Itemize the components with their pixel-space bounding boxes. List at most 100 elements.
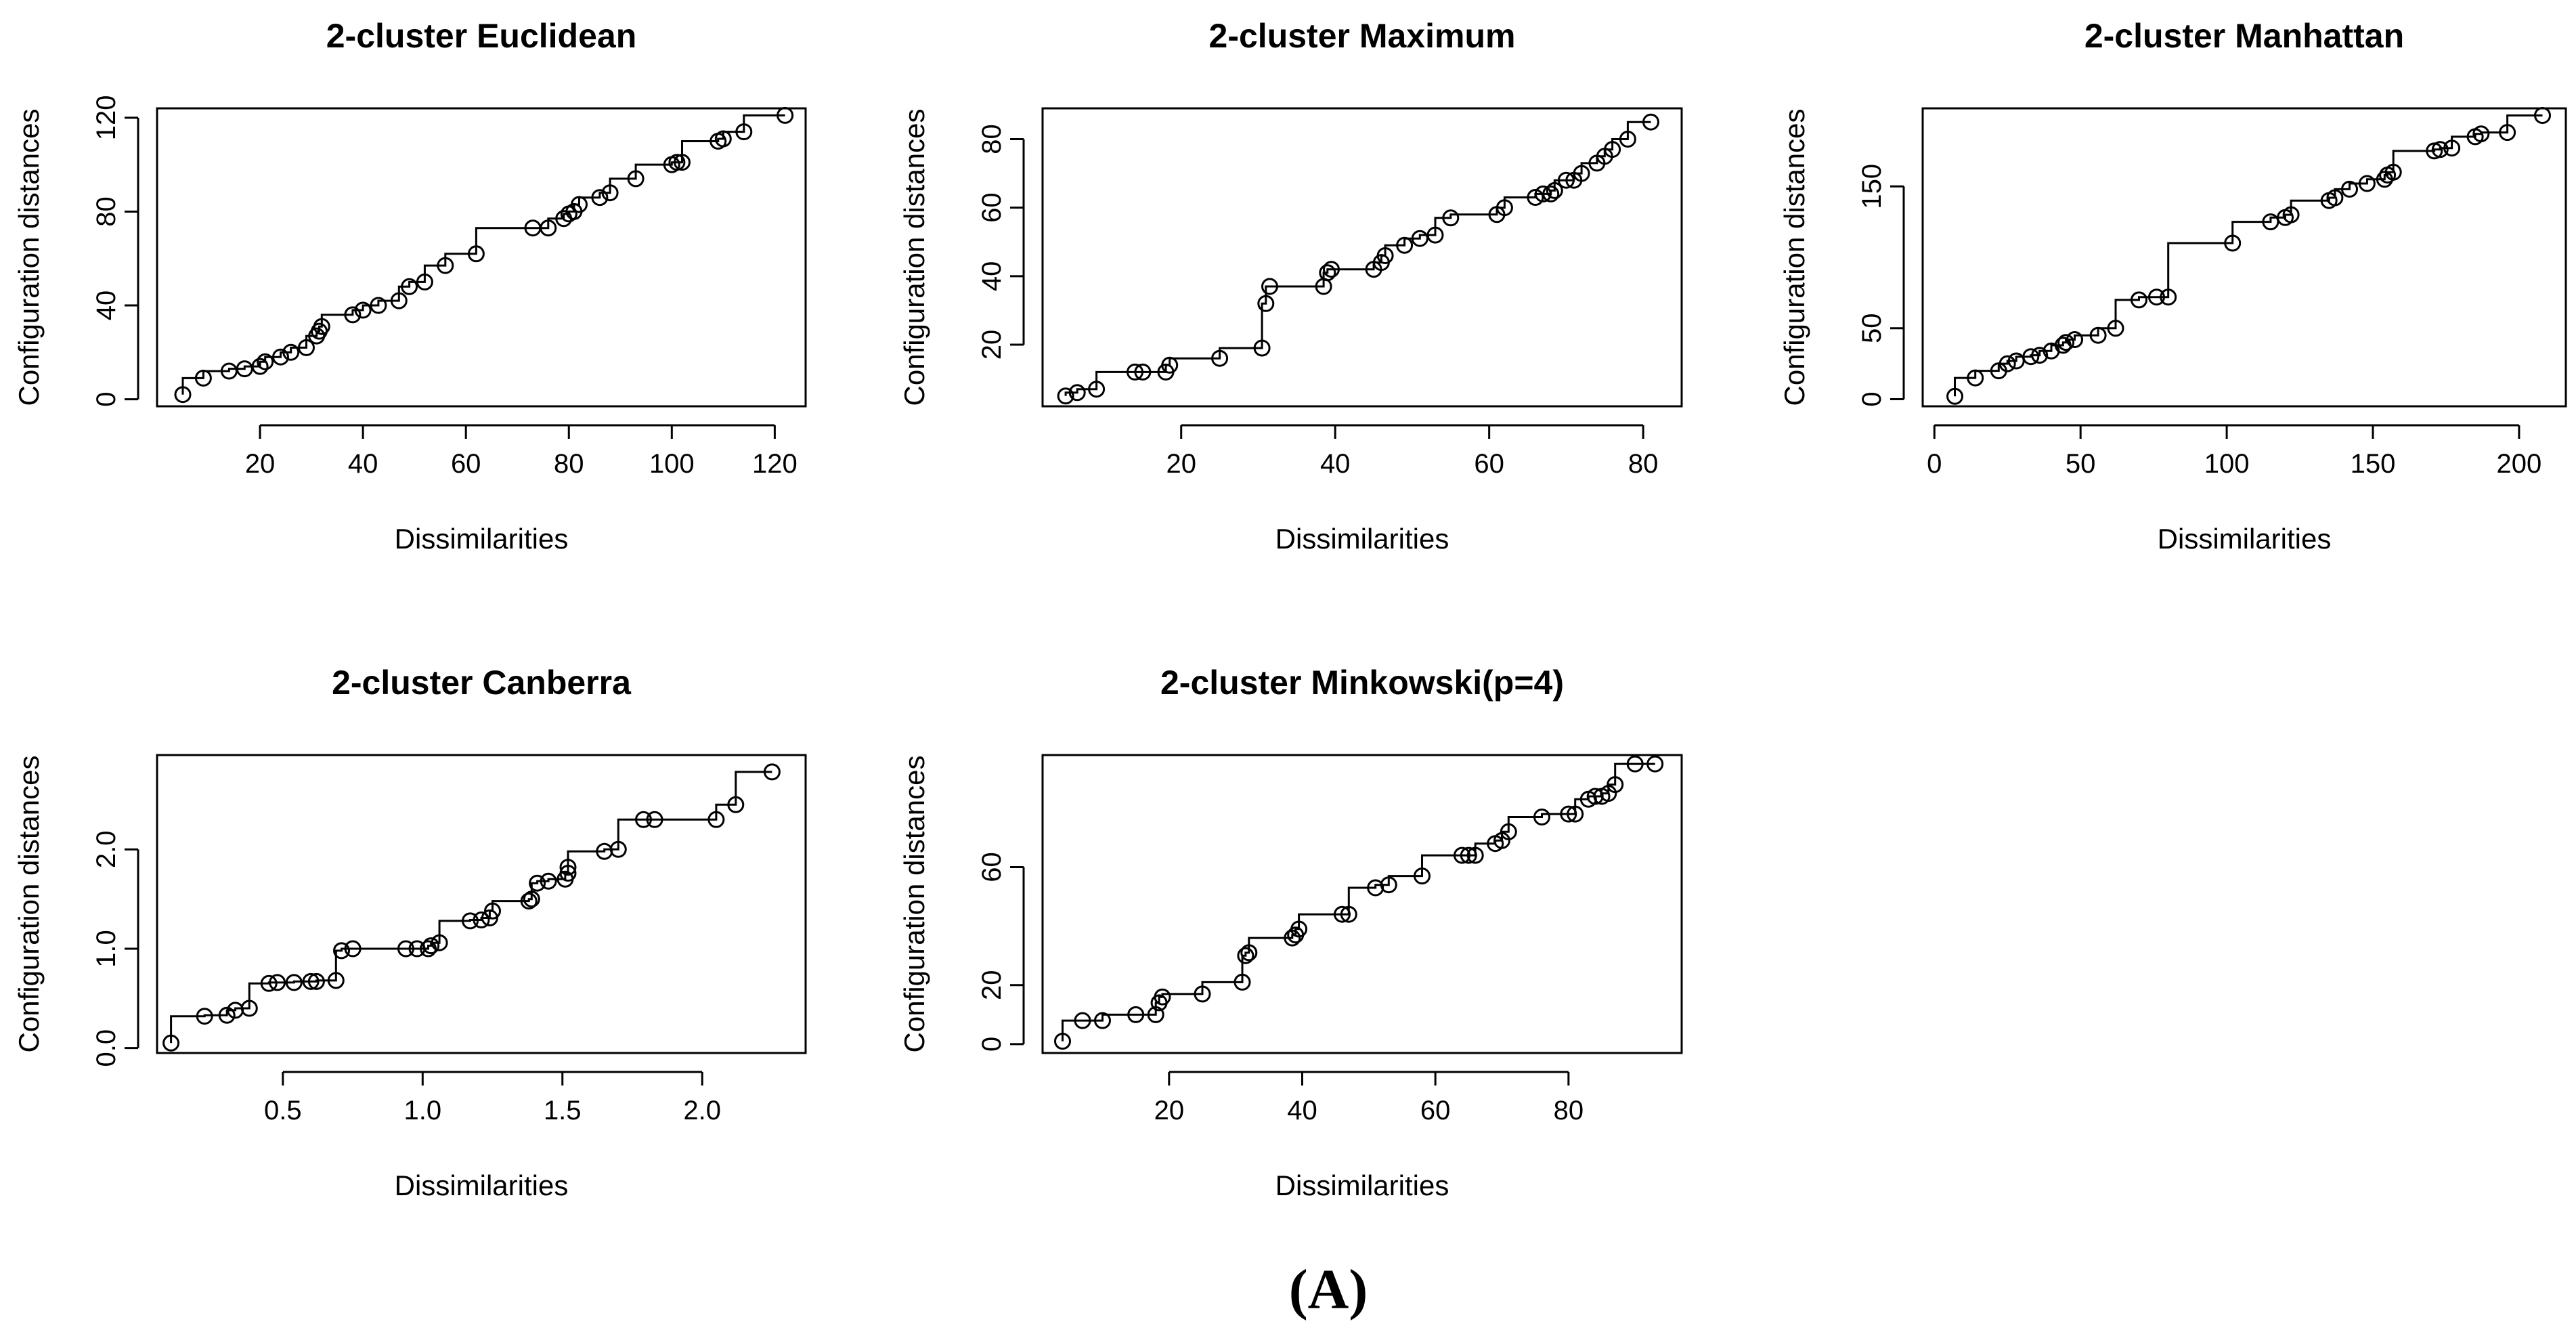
- data-point: [1068, 384, 1086, 402]
- data-point: [218, 1006, 236, 1024]
- data-point: [307, 972, 325, 990]
- plot-frame: [1041, 107, 1683, 408]
- x-axis-label: Dissimilarities: [395, 523, 569, 555]
- data-point: [523, 890, 540, 908]
- data-point: [2431, 141, 2449, 158]
- y-tick-label: 150: [1857, 164, 1887, 209]
- data-point: [2384, 163, 2402, 181]
- data-point: [240, 1000, 258, 1017]
- data-point: [2282, 206, 2300, 223]
- data-point: [1946, 387, 1963, 405]
- data-point: [609, 840, 627, 858]
- data-point: [529, 874, 546, 892]
- data-point: [2472, 125, 2490, 143]
- data-point: [2022, 348, 2040, 366]
- data-point: [397, 940, 414, 958]
- y-axis: 0.0 1.0 2.0: [91, 831, 139, 1067]
- data-point: [1127, 363, 1143, 381]
- data-point: [1411, 230, 1428, 247]
- y-axis: 0 40 80 120: [91, 95, 139, 407]
- data-point: [333, 942, 350, 960]
- data-point: [1253, 339, 1271, 357]
- data-point: [2031, 347, 2049, 364]
- data-point: [354, 301, 372, 319]
- data-point: [1127, 1006, 1145, 1023]
- y-tick-label: 40: [91, 291, 121, 321]
- data-point: [1607, 776, 1624, 794]
- x-tick-label: 150: [2351, 449, 2396, 479]
- data-point: [1619, 131, 1636, 148]
- data-point: [1567, 805, 1584, 823]
- data-point: [2148, 288, 2165, 306]
- data-point: [1604, 141, 1621, 158]
- x-tick-label: 20: [245, 449, 276, 479]
- x-tick-label: 40: [348, 449, 378, 479]
- data-point: [269, 974, 286, 991]
- x-tick-label: 120: [752, 449, 798, 479]
- data-point: [437, 257, 454, 274]
- step-fit-line: [170, 771, 772, 1044]
- data-point: [1967, 369, 1984, 387]
- plot-frame: [1041, 754, 1683, 1054]
- data-point: [1094, 1012, 1111, 1029]
- x-tick-label: 1.5: [544, 1096, 582, 1125]
- data-point: [370, 297, 387, 314]
- data-point: [540, 872, 557, 890]
- data-point: [777, 106, 794, 124]
- y-tick-label: 0.0: [91, 1029, 121, 1067]
- data-point: [302, 972, 320, 990]
- step-fit-line: [1064, 121, 1651, 396]
- x-tick-label: 200: [2497, 449, 2542, 479]
- data-point: [2107, 320, 2124, 337]
- x-tick-label: 40: [1320, 449, 1351, 479]
- data-point: [1460, 846, 1477, 864]
- chart-panel-4: 2-cluster Canberra 0.5 1.0 1.5 2.0 Dissimilar…: [13, 664, 807, 1201]
- data-point: [1560, 805, 1577, 823]
- x-tick-label: 50: [2066, 449, 2096, 479]
- x-tick-label: 60: [1474, 449, 1504, 479]
- data-point: [1319, 264, 1336, 282]
- data-point: [2057, 334, 2075, 351]
- chart-title: 2-cluster Minkowski(p=4): [1160, 664, 1564, 702]
- data-point: [1557, 171, 1575, 189]
- data-point: [422, 937, 440, 955]
- data-point: [431, 934, 448, 951]
- y-tick-label: 60: [977, 852, 1007, 882]
- data-point: [1414, 867, 1431, 885]
- y-tick-label: 60: [977, 192, 1007, 223]
- data-point: [1237, 947, 1254, 964]
- data-point: [484, 902, 501, 920]
- y-tick-label: 0: [977, 1037, 1007, 1052]
- data-point: [1054, 1033, 1071, 1050]
- data-point: [727, 796, 745, 813]
- data-point: [1376, 247, 1394, 264]
- x-tick-label: 100: [649, 449, 695, 479]
- y-tick-label: 80: [91, 196, 121, 227]
- data-point: [635, 811, 652, 828]
- y-tick-label: 2.0: [91, 831, 121, 869]
- data-point: [559, 865, 577, 882]
- data-point: [462, 912, 479, 930]
- data-point: [1257, 295, 1275, 312]
- data-point: [2224, 234, 2242, 252]
- y-axis: 0 20 60: [977, 852, 1025, 1052]
- data-point: [1626, 755, 1644, 773]
- chart-title: 2-cluster Euclidean: [326, 17, 637, 55]
- data-point: [416, 273, 433, 291]
- data-point: [196, 1008, 213, 1025]
- chart-title: 2-cluster Maximum: [1209, 17, 1516, 55]
- data-point: [1088, 381, 1106, 398]
- x-axis: 0 50 100 150 200: [1927, 424, 2542, 479]
- y-tick-label: 0: [1857, 391, 1887, 406]
- data-point: [1466, 846, 1484, 864]
- chart-title: 2-cluster Canberra: [332, 664, 632, 702]
- x-axis: 0.5 1.0 1.5 2.0: [264, 1071, 721, 1125]
- data-point: [401, 278, 418, 295]
- chart-panel-3: 2-cluster Manhattan 0 50 100 150 200 Dissimila…: [1778, 17, 2567, 555]
- data-point: [2066, 331, 2083, 348]
- data-point: [390, 292, 408, 309]
- x-tick-label: 80: [1628, 449, 1659, 479]
- data-point: [1496, 199, 1513, 217]
- y-tick-label: 40: [977, 261, 1007, 292]
- data-point: [1642, 113, 1659, 131]
